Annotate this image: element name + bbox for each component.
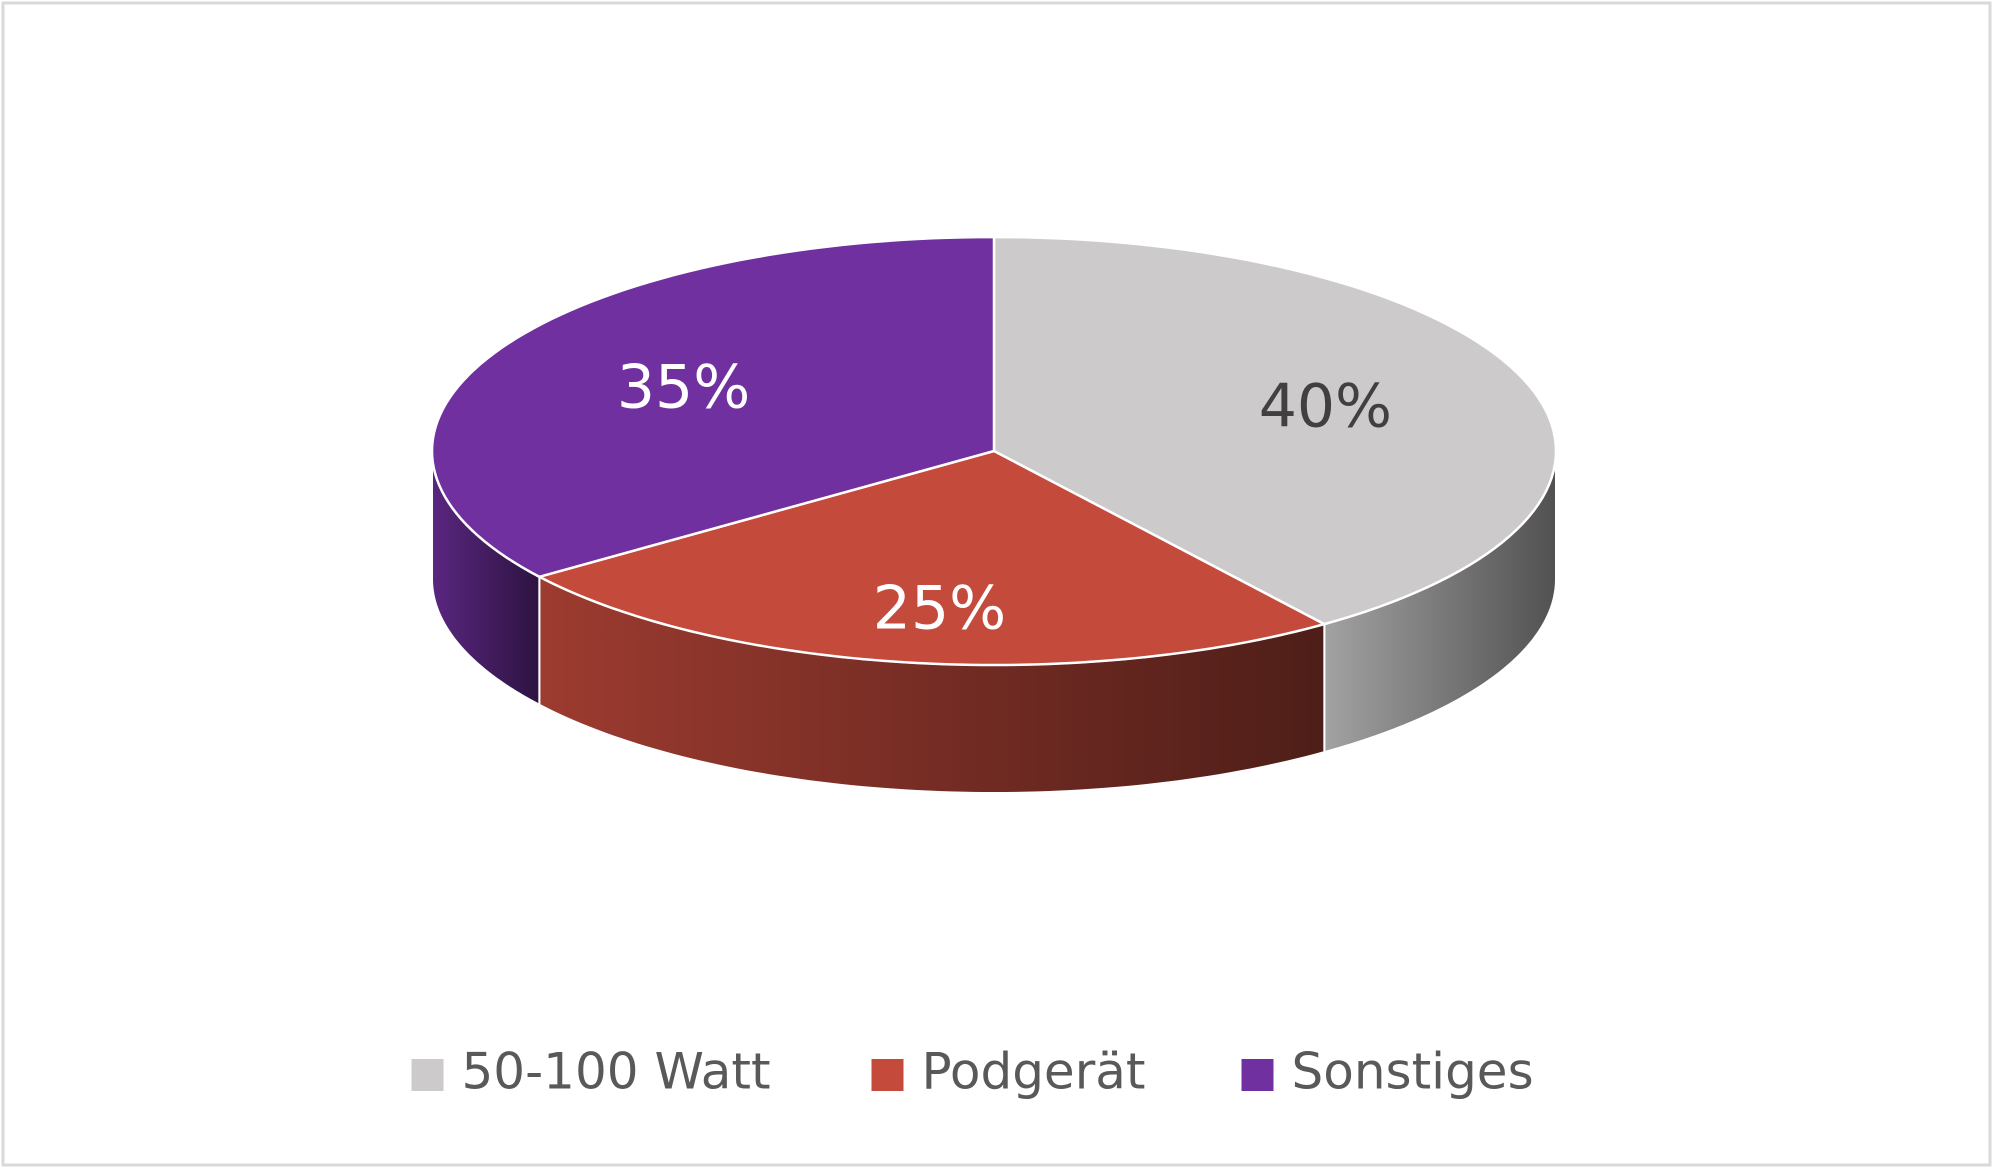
legend-label: Sonstiges (1292, 1043, 1534, 1101)
legend-swatch (411, 1059, 444, 1091)
pie-slice (430, 235, 996, 579)
pie-slice (535, 449, 1328, 667)
data-label: 40% (1259, 372, 1392, 442)
data-label: 25% (873, 574, 1006, 644)
legend-label: 50-100 Watt (462, 1043, 771, 1101)
data-label: 35% (617, 352, 750, 422)
legend: 50-100 Watt Podgerät Sonstiges (411, 1043, 1534, 1101)
legend-label: Podgerät (922, 1043, 1146, 1101)
pie-slice (992, 235, 1558, 626)
data-labels: 40% 25% 35% (617, 352, 1392, 643)
pie-tops (430, 235, 1558, 667)
legend-swatch (871, 1059, 904, 1091)
legend-swatch (1241, 1059, 1274, 1091)
